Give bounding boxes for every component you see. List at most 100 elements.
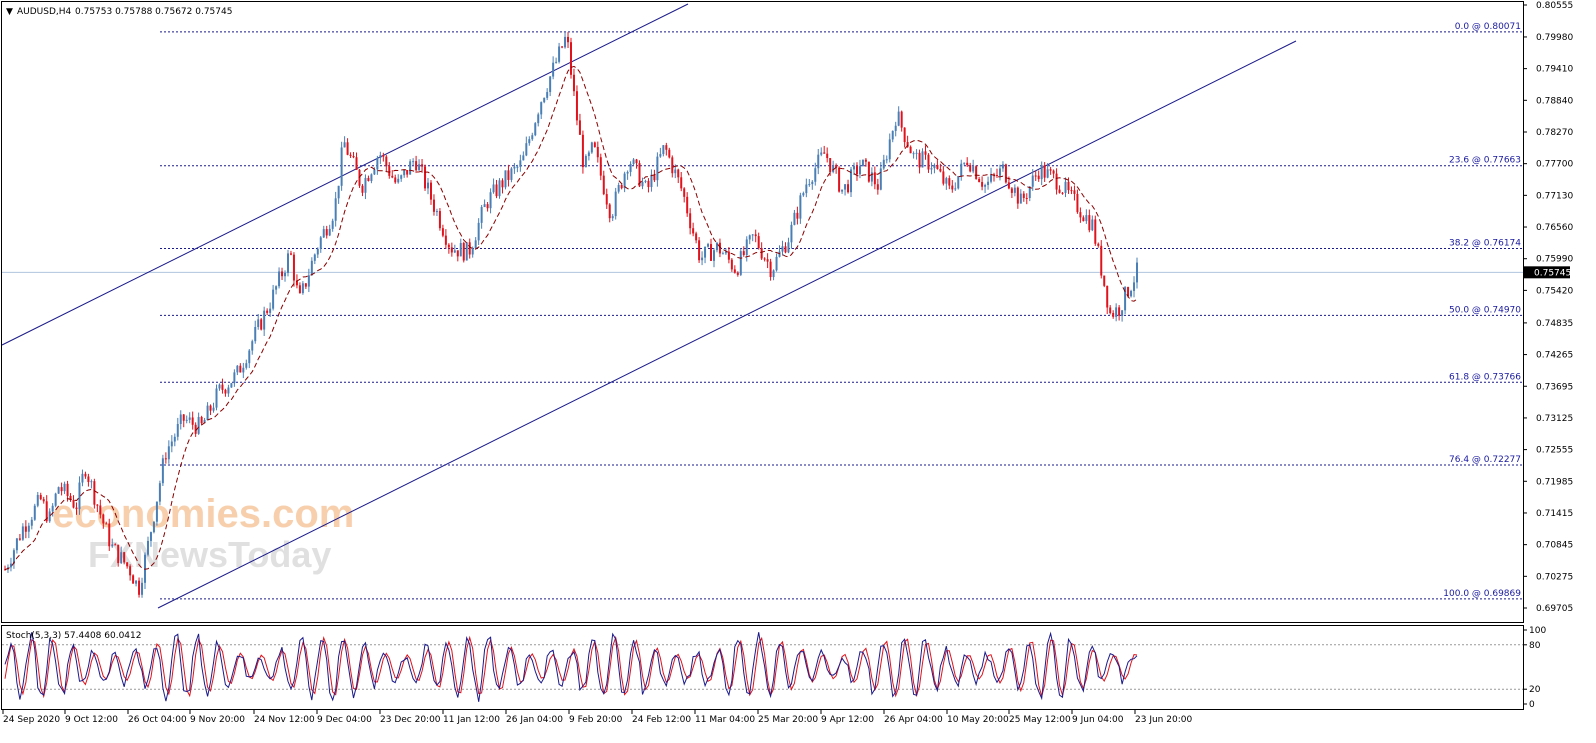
candle-body [751, 234, 754, 236]
candle-body [897, 111, 900, 126]
candle-body [492, 184, 495, 193]
candle-body [57, 487, 60, 494]
price-tick-label: 0.71415 [1536, 509, 1573, 519]
candle-body [200, 416, 203, 424]
candle-body [75, 507, 78, 510]
candle-body [1076, 193, 1079, 213]
candle-body [793, 212, 796, 225]
candle-body [453, 250, 456, 253]
candle-body [781, 246, 784, 252]
candle-body [531, 135, 534, 140]
candle-body [665, 145, 668, 150]
candle-body [948, 178, 951, 186]
candle-body [939, 168, 942, 172]
candle-body [784, 246, 787, 253]
candle-body [260, 319, 263, 330]
candle-body [721, 253, 724, 255]
candle-body [96, 504, 99, 506]
candle-body [254, 326, 257, 342]
candle-body [301, 283, 304, 294]
candle-body [158, 483, 161, 502]
candle-body [105, 523, 108, 525]
candle-body [549, 76, 552, 93]
candle-body [236, 365, 239, 373]
candle-body [736, 272, 739, 275]
candle-body [12, 550, 15, 564]
time-tick-label: 9 Oct 12:00 [65, 715, 118, 725]
chart-ohlc: 0.75753 0.75788 0.75672 0.75745 [75, 7, 232, 17]
candle-body [141, 582, 144, 595]
candle-body [888, 139, 891, 160]
candle-body [1133, 282, 1136, 291]
candle-body [942, 171, 945, 184]
candle-body [409, 161, 412, 175]
candle-body [51, 505, 54, 512]
time-tick-label: 9 Nov 20:00 [190, 715, 245, 725]
candle-body [510, 168, 513, 180]
candle-body [1055, 173, 1058, 190]
price-tick-label: 0.70845 [1536, 541, 1573, 551]
candle-body [638, 163, 641, 187]
chart-symbol: AUDUSD,H4 [17, 7, 72, 17]
candle-body [757, 236, 760, 249]
candle-body [1112, 313, 1115, 317]
candle-body [334, 198, 337, 221]
candle-body [111, 544, 114, 547]
candle-body [81, 473, 84, 483]
candle-body [641, 181, 644, 187]
fib-label: 0.0 @ 0.80071 [1455, 22, 1521, 32]
candle-body [287, 253, 289, 273]
channel-lower-line [157, 40, 1297, 609]
candle-body [495, 184, 498, 197]
time-tick-label: 9 Jun 04:00 [1072, 715, 1124, 725]
stoch-tick-label: 0 [1529, 700, 1535, 710]
price-tick-label: 0.79410 [1536, 65, 1573, 75]
candle-body [1103, 275, 1106, 286]
candle-body [421, 164, 424, 167]
candle-body [534, 123, 537, 136]
candle-body [596, 146, 599, 158]
candle-body [647, 180, 650, 188]
candle-body [1061, 192, 1064, 194]
candle-body [787, 242, 790, 253]
candle-body [668, 149, 671, 158]
candle-body [516, 166, 519, 168]
candle-body [546, 92, 549, 98]
candle-body [379, 155, 382, 158]
candle-body [69, 495, 72, 501]
price-tick-label: 0.78840 [1536, 96, 1573, 106]
candle-body [882, 159, 885, 169]
candle-body [248, 350, 251, 364]
candle-body [489, 192, 492, 209]
candle-body [135, 580, 138, 584]
candle-body [567, 36, 570, 43]
candle-body [745, 239, 748, 255]
candle-body [123, 552, 126, 563]
candle-body [963, 162, 966, 164]
candle-body [802, 193, 805, 196]
candle-body [507, 170, 510, 180]
candle-body [206, 405, 209, 421]
candle-body [215, 388, 218, 408]
candle-body [873, 172, 876, 185]
time-tick-label: 11 Mar 04:00 [695, 715, 755, 725]
candle-body [987, 181, 990, 186]
candle-body [388, 166, 391, 176]
candle-body [36, 494, 39, 506]
candle-body [620, 185, 623, 189]
candle-body [108, 523, 111, 547]
candle-body [194, 424, 197, 434]
candle-body [1085, 215, 1088, 222]
candle-body [1034, 175, 1037, 177]
candle-body [63, 483, 66, 492]
candle-body [18, 538, 21, 540]
candle-body [209, 405, 212, 411]
candle-body [1115, 307, 1118, 317]
candle-body [1136, 262, 1138, 283]
candle-body [522, 155, 525, 161]
candle-body [406, 170, 409, 175]
candle-body [263, 310, 266, 330]
candle-body [1013, 187, 1016, 193]
candle-body [233, 372, 236, 384]
